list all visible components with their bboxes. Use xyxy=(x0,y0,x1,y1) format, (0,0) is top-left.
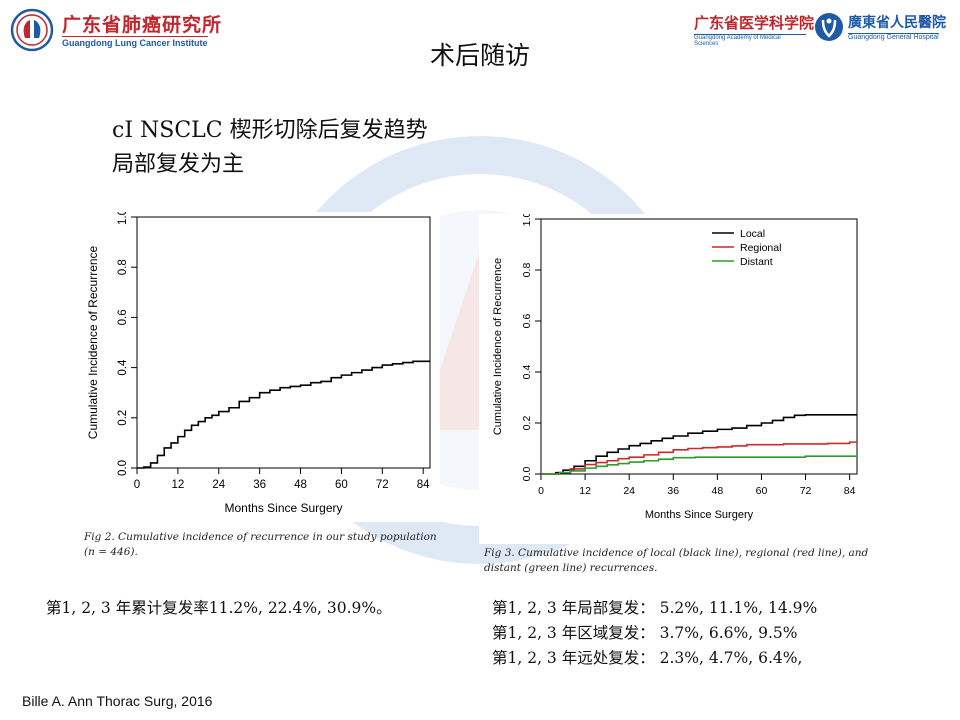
chart1-ylabel: Cumulative Incidence of Recurrence xyxy=(86,245,100,439)
chart1-series-recurrence-line xyxy=(137,360,430,469)
fig2-caption: Fig 2. Cumulative incidence of recurrenc… xyxy=(84,531,437,558)
academy-name-en: Guangdong Academy of Medical Sciences xyxy=(694,34,806,47)
chart2-xtick-label: 48 xyxy=(712,485,724,497)
chart2-legend-label-local: Local xyxy=(740,228,765,240)
hospital-logo xyxy=(815,13,843,41)
overall-recurrence-chart: 0 12 24 36 48 60 72 84 0.0 0.2 0.4 0.6 0.8 1.0 Months … xyxy=(80,209,440,522)
chart1-xtick-label: 24 xyxy=(212,479,225,491)
chart1-ytick-label: 0.4 xyxy=(117,359,129,376)
institute-name-en: Guangdong Lung Cancer Institute xyxy=(62,36,208,48)
chart2-xlabel: Months Since Surgery xyxy=(645,509,754,521)
chart1-ytick-label: 0.0 xyxy=(117,460,129,476)
chart1-xtick-label: 0 xyxy=(134,479,140,491)
chart2-series-regional-line xyxy=(541,441,857,475)
academy-name-cn: 广东省医学科学院 xyxy=(694,14,815,32)
chart1-xtick-label: 12 xyxy=(171,479,184,491)
citation: Bille A. Ann Thorac Surg, 2016 xyxy=(22,693,213,709)
chart2-ylabel: Cumulative Incidence of Recurrence xyxy=(492,258,504,435)
chart1-ytick-label: 1.0 xyxy=(117,212,129,225)
chart2-ytick-label: 0.0 xyxy=(521,467,533,482)
subtitle-line-1: cI NSCLC 楔形切除后复发趋势 xyxy=(112,118,428,143)
chart1-plot-frame xyxy=(136,216,431,469)
chart2-xtick-label: 72 xyxy=(800,485,812,497)
chart1-ytick-label: 0.6 xyxy=(117,309,129,325)
chart1-xtick-label: 72 xyxy=(376,479,389,491)
chart2-plot-frame xyxy=(540,218,858,475)
hospital-name-cn: 廣東省人民醫院 xyxy=(848,15,946,31)
chart2-ytick-label: 0.2 xyxy=(521,416,533,431)
chart2-xtick-label: 0 xyxy=(538,485,544,497)
chart2-xtick-label: 84 xyxy=(844,485,856,497)
overall-recurrence-plot: 0 12 24 36 48 60 72 84 0.0 0.2 0.4 0.6 0.8 1.0 Months … xyxy=(86,209,431,515)
chart1-xtick-label: 36 xyxy=(253,479,266,491)
institute-name-cn: 广东省肺癌研究所 xyxy=(62,14,223,36)
local-recurrence-stats: 第1, 2, 3 年局部复发： 5.2%, 11.1%, 14.9% xyxy=(492,599,818,617)
lung-institute-logo xyxy=(10,8,54,52)
slide-title: 术后随访 xyxy=(429,41,530,70)
chart2-legend-label-distant: Distant xyxy=(740,256,773,268)
chart1-xtick-label: 60 xyxy=(335,479,348,491)
chart2-ytick-label: 0.4 xyxy=(521,365,533,380)
overall-recurrence-stats: 第1, 2, 3 年累计复发率11.2%, 22.4%, 30.9%。 xyxy=(46,599,392,617)
chart2-ytick-label: 0.6 xyxy=(521,314,533,329)
chart1-xtick-label: 84 xyxy=(417,479,430,491)
chart1-ytick-label: 0.8 xyxy=(117,259,129,275)
chart2-xtick-label: 60 xyxy=(756,485,768,497)
regional-recurrence-stats: 第1, 2, 3 年区域复发： 3.7%, 6.6%, 9.5% xyxy=(492,624,798,642)
chart2-series-local-line xyxy=(541,414,857,475)
chart2-xtick-label: 36 xyxy=(667,485,679,497)
chart2-legend-label-regional: Regional xyxy=(740,242,781,254)
chart2-xtick-label: 24 xyxy=(623,485,635,497)
chart1-ytick-label: 0.2 xyxy=(117,410,129,426)
chart2-series-distant-line xyxy=(541,455,857,475)
hospital-name-en: Guangdong General Hospital xyxy=(848,33,939,41)
chart2-ytick-label: 0.8 xyxy=(521,263,533,278)
chart2-ytick-label: 1.0 xyxy=(521,214,533,226)
chart1-xtick-label: 48 xyxy=(294,479,307,491)
fig3-caption: Fig 3. Cumulative incidence of local (bl… xyxy=(484,547,869,574)
chart2-xtick-label: 12 xyxy=(579,485,591,497)
distant-recurrence-stats: 第1, 2, 3 年远处复发： 2.3%, 4.7%, 6.4%, xyxy=(492,649,803,667)
recurrence-by-site-chart: 0 12 24 36 48 60 72 84 0.0 0.2 0.4 0.6 0.8 1.0 Months … xyxy=(479,212,864,544)
chart1-xlabel: Months Since Surgery xyxy=(224,501,342,515)
subtitle-line-2: 局部复发为主 xyxy=(112,152,245,177)
recurrence-by-site-plot: 0 12 24 36 48 60 72 84 0.0 0.2 0.4 0.6 0.8 1.0 Months … xyxy=(492,212,858,521)
